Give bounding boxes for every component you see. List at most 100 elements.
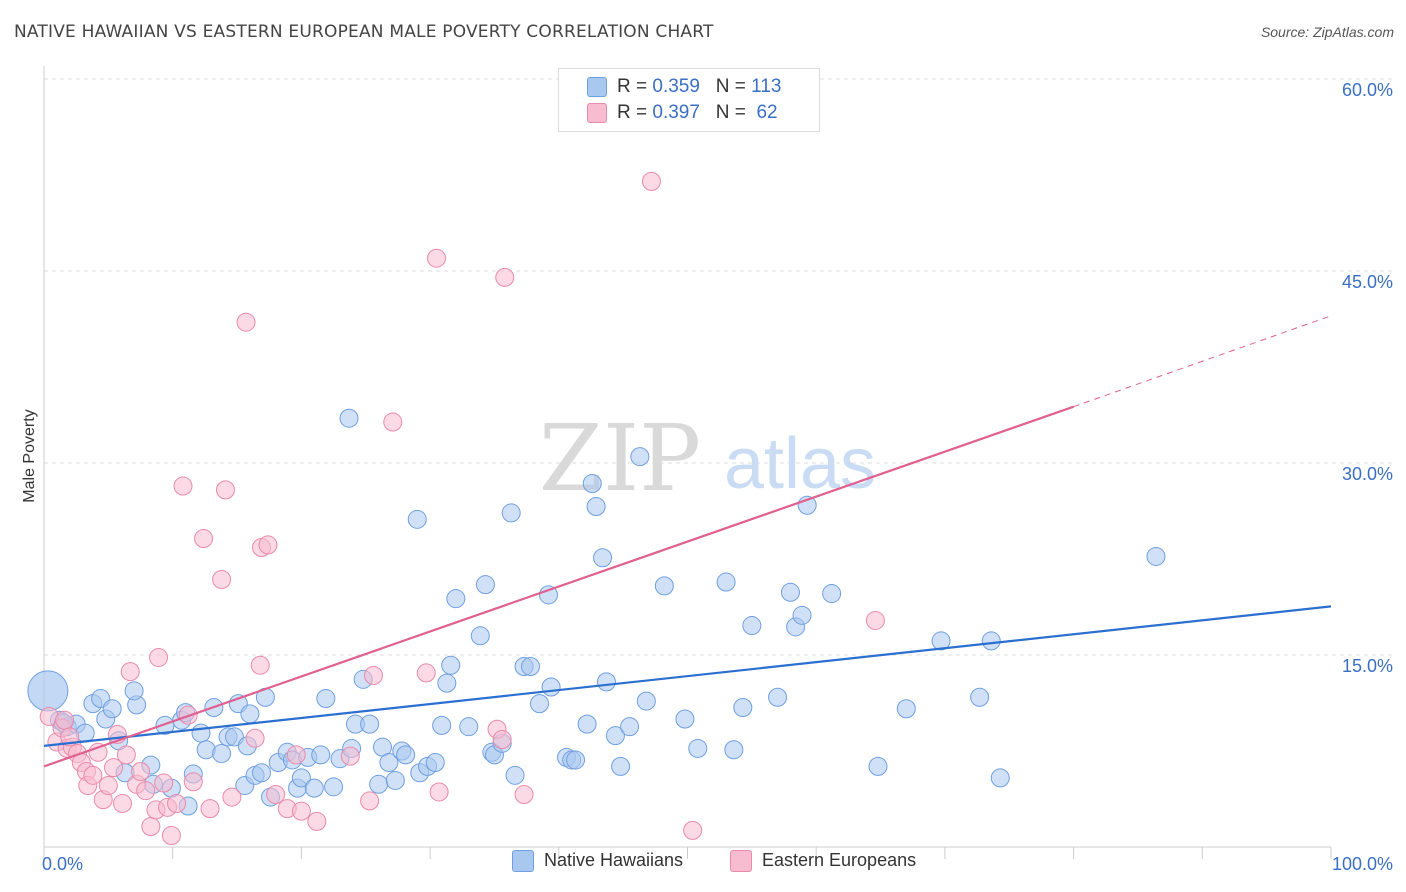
data-point xyxy=(577,714,597,734)
data-point xyxy=(307,811,327,831)
y-tick-label: 15.0% xyxy=(1342,656,1393,676)
data-point xyxy=(113,793,133,813)
data-point xyxy=(675,709,695,729)
data-point xyxy=(514,785,534,805)
data-point xyxy=(215,480,235,500)
data-point xyxy=(931,631,951,651)
data-point xyxy=(429,782,449,802)
data-point xyxy=(822,584,842,604)
data-point xyxy=(605,726,625,746)
data-point xyxy=(470,626,490,646)
data-point xyxy=(724,740,744,760)
r-value-eastern-europeans: 0.397 xyxy=(652,102,700,123)
data-point xyxy=(459,717,479,737)
data-point xyxy=(250,655,270,675)
data-point xyxy=(286,745,306,765)
data-point xyxy=(441,655,461,675)
data-point xyxy=(55,710,75,730)
data-point xyxy=(981,631,1001,651)
data-point xyxy=(120,662,140,682)
trend-line xyxy=(43,605,1332,747)
bottom-legend-native-hawaiians: Native Hawaiians xyxy=(512,850,683,873)
n-label: N = xyxy=(715,76,746,97)
data-point xyxy=(383,412,403,432)
tick-labels: 15.0% 30.0% 45.0% 60.0% 0.0% 100.0% xyxy=(42,80,1393,874)
trend-lines xyxy=(43,315,1332,768)
data-point xyxy=(194,529,214,549)
n-value-eastern-europeans: 62 xyxy=(756,102,778,123)
data-point xyxy=(582,473,602,493)
data-point xyxy=(339,408,359,428)
y-tick-label: 60.0% xyxy=(1342,80,1393,100)
data-point xyxy=(60,727,80,747)
y-axis-label: Male Poverty xyxy=(21,409,38,502)
n-value-native-hawaiians: 113 xyxy=(751,76,782,97)
data-point xyxy=(258,535,278,555)
data-point xyxy=(495,267,515,287)
data-point xyxy=(360,791,380,811)
data-point xyxy=(425,753,445,773)
data-point xyxy=(611,756,631,776)
data-point xyxy=(360,714,380,734)
data-point xyxy=(1146,546,1166,566)
data-point xyxy=(501,503,521,523)
data-point xyxy=(529,694,549,714)
data-point xyxy=(505,765,525,785)
legend-swatch-blue xyxy=(587,77,607,97)
bottom-legend-eastern-europeans: Eastern Europeans xyxy=(730,850,917,873)
data-point xyxy=(311,745,331,765)
data-point xyxy=(427,248,447,268)
data-point xyxy=(252,763,272,783)
watermark-atlas: atlas xyxy=(724,424,876,504)
data-point xyxy=(266,785,286,805)
data-point xyxy=(596,672,616,692)
data-point xyxy=(363,665,383,685)
data-point xyxy=(733,697,753,717)
data-point xyxy=(566,750,586,770)
data-point xyxy=(970,687,990,707)
data-point xyxy=(236,312,256,332)
data-point xyxy=(492,729,512,749)
data-point xyxy=(541,677,561,697)
series-eastern-europeans xyxy=(39,171,885,845)
data-point xyxy=(291,801,311,821)
data-point xyxy=(654,576,674,596)
data-point xyxy=(407,509,427,529)
r-label: R = xyxy=(617,102,648,123)
data-point xyxy=(167,793,187,813)
data-point xyxy=(539,585,559,605)
data-point xyxy=(149,648,169,668)
data-point xyxy=(161,825,181,845)
data-point xyxy=(212,569,232,589)
data-point xyxy=(379,753,399,773)
bottom-legend-label-eastern-europeans: Eastern Europeans xyxy=(762,850,917,870)
data-point xyxy=(154,773,174,793)
watermark-zip: ZIP xyxy=(539,405,701,512)
trend-line xyxy=(43,405,1074,768)
data-point xyxy=(124,681,144,701)
data-point xyxy=(792,605,812,625)
data-point xyxy=(780,582,800,602)
data-point xyxy=(27,670,69,712)
data-point xyxy=(141,817,161,837)
r-label: R = xyxy=(617,76,648,97)
legend-swatch-pink xyxy=(587,103,607,123)
data-point xyxy=(98,776,118,796)
data-point xyxy=(369,774,389,794)
data-point xyxy=(446,589,466,609)
data-point xyxy=(593,548,613,568)
data-point xyxy=(768,687,788,707)
data-point xyxy=(304,778,324,798)
data-point xyxy=(641,171,661,191)
data-point xyxy=(620,717,640,737)
data-point xyxy=(742,616,762,636)
source-label: Source: ZipAtlas.com xyxy=(1260,24,1394,40)
data-point xyxy=(865,610,885,630)
data-point xyxy=(385,770,405,790)
data-point xyxy=(416,663,436,683)
watermark: ZIP atlas xyxy=(539,405,876,512)
bottom-legend-swatch-blue xyxy=(512,850,534,873)
data-point xyxy=(520,657,540,677)
data-point xyxy=(245,728,265,748)
data-point xyxy=(103,758,123,778)
